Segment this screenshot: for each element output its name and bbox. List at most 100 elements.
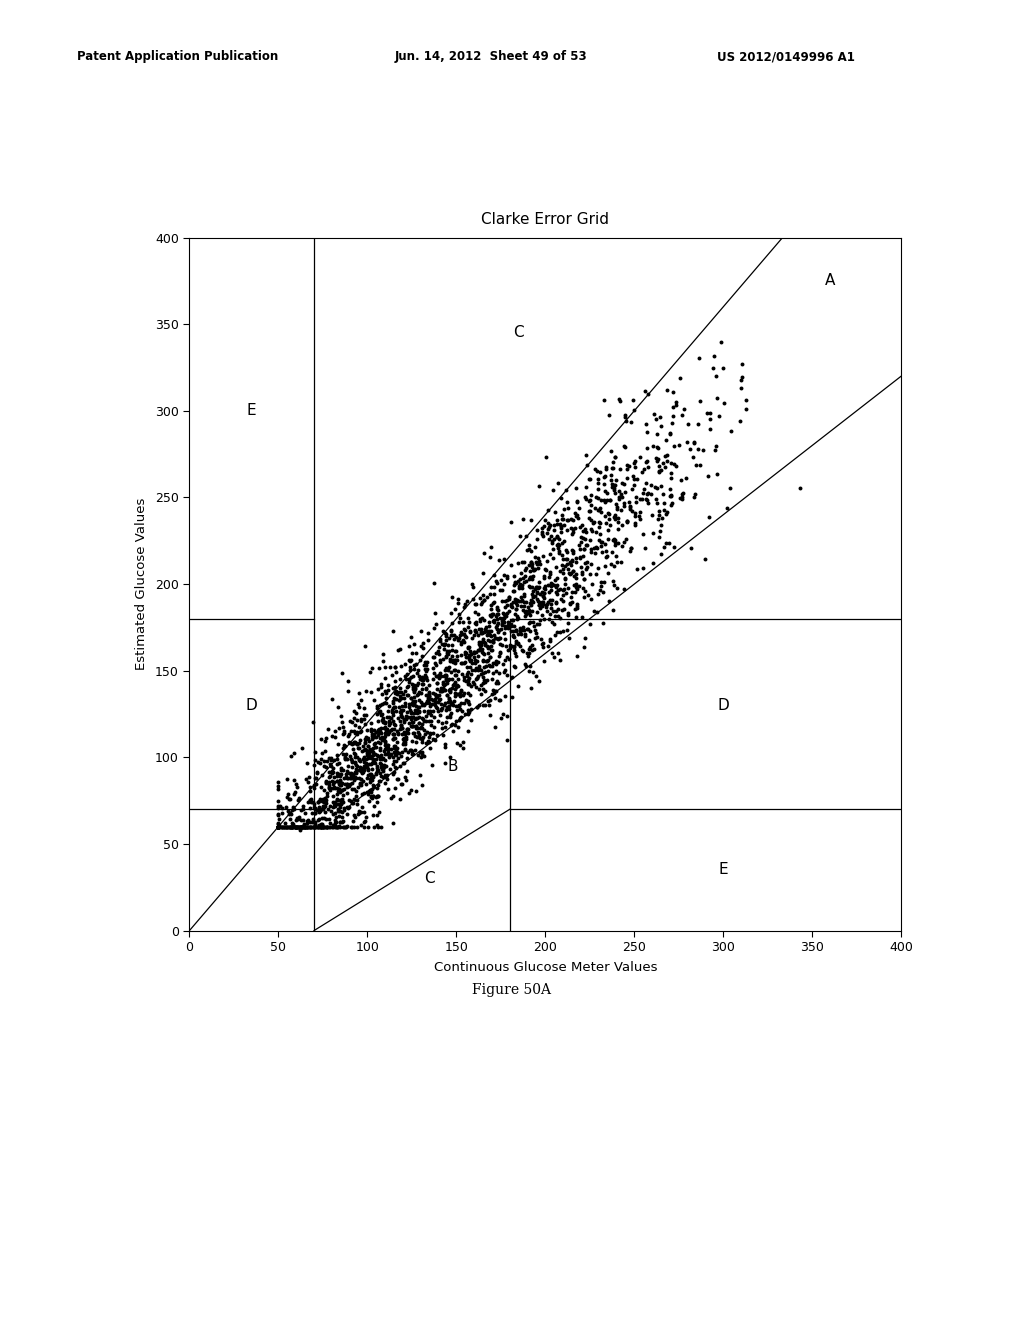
Point: [325, 785, 341, 807]
Point: [701, 403, 718, 424]
Point: [302, 810, 318, 832]
Point: [372, 700, 388, 721]
Point: [341, 767, 357, 788]
Point: [270, 796, 287, 817]
Point: [332, 812, 348, 833]
Point: [541, 516, 557, 537]
Point: [316, 808, 333, 829]
Point: [657, 503, 674, 524]
Point: [495, 609, 511, 630]
Point: [270, 816, 287, 837]
Point: [393, 718, 410, 739]
Point: [270, 816, 287, 837]
Point: [535, 591, 551, 612]
Point: [387, 727, 403, 748]
Point: [458, 643, 474, 664]
Point: [543, 594, 559, 615]
Point: [466, 642, 482, 663]
Point: [591, 498, 607, 519]
Point: [678, 467, 694, 488]
Point: [644, 521, 660, 543]
Point: [400, 676, 417, 697]
Point: [439, 696, 456, 717]
Point: [573, 561, 590, 582]
Point: [616, 407, 633, 428]
Point: [506, 615, 522, 636]
Point: [615, 473, 632, 494]
Point: [449, 645, 465, 667]
Point: [474, 607, 490, 628]
Point: [311, 800, 328, 821]
Point: [592, 462, 608, 483]
Point: [364, 657, 380, 678]
Point: [387, 756, 403, 777]
Point: [644, 504, 660, 525]
Point: [364, 787, 380, 808]
Point: [401, 649, 418, 671]
Point: [322, 813, 338, 834]
Point: [373, 704, 389, 725]
Point: [517, 601, 534, 622]
Point: [548, 591, 564, 612]
Point: [418, 710, 434, 731]
Point: [590, 557, 606, 578]
Point: [317, 771, 334, 792]
Point: [413, 682, 429, 704]
Point: [356, 708, 373, 729]
Point: [389, 722, 406, 743]
Point: [442, 649, 459, 671]
Point: [314, 789, 331, 810]
Point: [351, 803, 368, 824]
Point: [334, 663, 350, 684]
Point: [604, 477, 621, 498]
Point: [306, 816, 323, 837]
Point: [444, 713, 461, 734]
Point: [391, 696, 408, 717]
Point: [351, 800, 368, 821]
Point: [659, 502, 676, 523]
Point: [296, 816, 312, 837]
Point: [467, 612, 483, 634]
Point: [490, 622, 507, 643]
Point: [525, 560, 542, 581]
Point: [443, 677, 460, 698]
Point: [386, 737, 402, 758]
Point: [627, 512, 643, 533]
Point: [290, 809, 306, 830]
Point: [372, 752, 388, 774]
Point: [613, 499, 630, 520]
Point: [333, 793, 349, 814]
Point: [421, 710, 437, 731]
Point: [318, 816, 335, 837]
Point: [334, 791, 350, 812]
Point: [437, 734, 454, 755]
Point: [413, 692, 429, 713]
Point: [397, 726, 414, 747]
Point: [371, 719, 387, 741]
Point: [394, 727, 411, 748]
Point: [401, 656, 418, 677]
Point: [418, 684, 434, 705]
Point: [346, 805, 362, 826]
Point: [353, 708, 370, 729]
Point: [486, 609, 503, 630]
Point: [417, 652, 433, 673]
Point: [556, 578, 572, 599]
Point: [607, 446, 624, 467]
Point: [377, 713, 393, 734]
Point: [439, 640, 456, 661]
Point: [569, 579, 586, 601]
Point: [416, 746, 432, 767]
Point: [500, 611, 516, 632]
Point: [420, 685, 436, 706]
Point: [406, 693, 422, 714]
Point: [461, 694, 477, 715]
Point: [400, 685, 417, 706]
Point: [407, 700, 423, 721]
Point: [293, 816, 309, 837]
Point: [517, 626, 534, 647]
Point: [346, 701, 362, 722]
Point: [428, 614, 444, 635]
Point: [413, 764, 429, 785]
Point: [588, 486, 604, 507]
